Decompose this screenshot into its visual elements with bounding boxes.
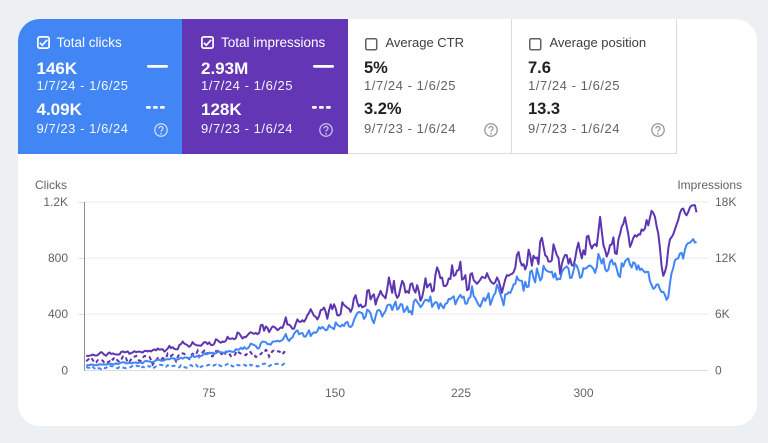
svg-text:75: 75 bbox=[202, 386, 216, 400]
svg-text:6K: 6K bbox=[715, 307, 730, 321]
svg-text:800: 800 bbox=[48, 251, 68, 265]
svg-text:18K: 18K bbox=[715, 195, 736, 209]
svg-text:Impressions: Impressions bbox=[677, 178, 742, 192]
svg-text:225: 225 bbox=[451, 386, 471, 400]
svg-text:Clicks: Clicks bbox=[35, 178, 67, 192]
svg-text:150: 150 bbox=[325, 386, 345, 400]
svg-text:0: 0 bbox=[61, 364, 68, 378]
svg-text:0: 0 bbox=[715, 364, 722, 378]
svg-text:1.2K: 1.2K bbox=[43, 195, 68, 209]
svg-text:400: 400 bbox=[48, 307, 68, 321]
svg-text:12K: 12K bbox=[715, 251, 736, 265]
svg-text:300: 300 bbox=[573, 386, 593, 400]
